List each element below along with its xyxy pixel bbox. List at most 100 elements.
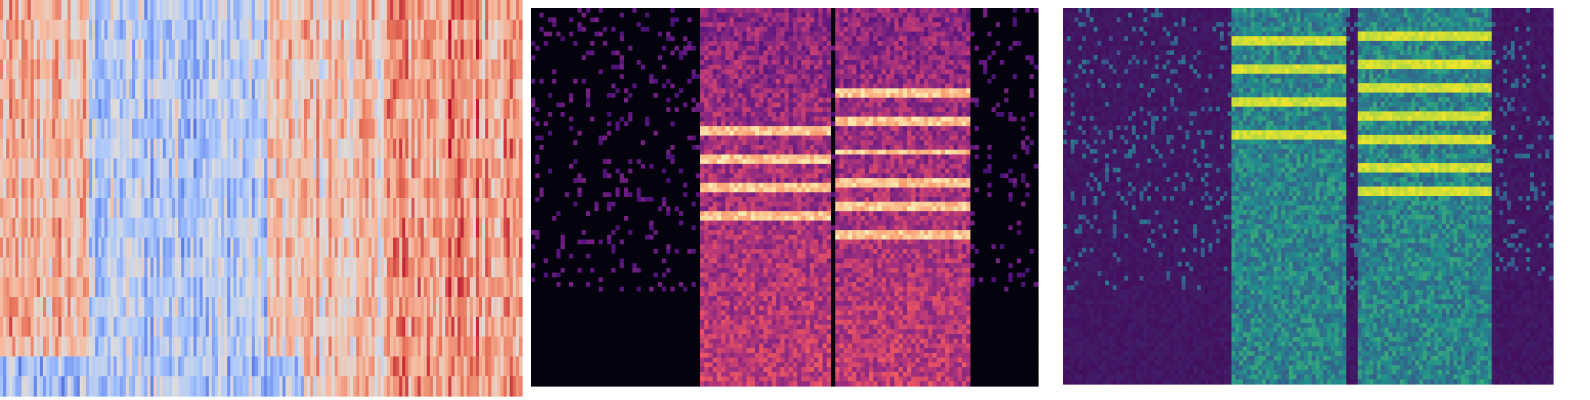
heatmap-cell [771, 45, 777, 52]
heatmap-cell [999, 31, 1005, 37]
heatmap-cell [303, 19, 308, 41]
heatmap-cell [377, 198, 382, 219]
heatmap-cell [162, 138, 167, 159]
heatmap-cell [1016, 17, 1022, 23]
heatmap-cell [515, 316, 520, 338]
heatmap-cell [12, 0, 16, 21]
heatmap-cell [426, 316, 431, 338]
heatmap-cell [236, 118, 241, 140]
heatmap-cell [661, 31, 667, 37]
heatmap-cell [898, 12, 904, 19]
heatmap-cell [809, 26, 815, 33]
heatmap-cell [6, 277, 10, 298]
heatmap-cell [377, 39, 382, 60]
heatmap-cell [408, 316, 413, 338]
heatmap-cell [494, 316, 499, 338]
heatmap-cell [518, 39, 523, 60]
heatmap-cell [362, 257, 366, 278]
heatmap-cell [615, 22, 621, 28]
heatmap-cell [9, 237, 13, 258]
heatmap-cell [535, 59, 541, 66]
heatmap-cell [101, 198, 105, 219]
heatmap-cell [746, 17, 752, 23]
heatmap-cell [396, 376, 400, 397]
heatmap-cell [331, 138, 336, 159]
heatmap-cell [356, 158, 360, 179]
heatmap-cell [0, 158, 4, 179]
heatmap-cell [294, 0, 299, 21]
heatmap-cell [460, 99, 465, 120]
heatmap-cell [822, 45, 828, 52]
heatmap-cell [239, 237, 244, 258]
heatmap-cell [227, 138, 231, 159]
heatmap-cell [328, 138, 333, 159]
heatmap-cell [128, 277, 133, 298]
heatmap-cell [291, 118, 296, 140]
heatmap-cell [898, 55, 904, 61]
heatmap-cell [116, 237, 121, 258]
heatmap-cell [704, 22, 710, 28]
heatmap-cell [251, 336, 256, 357]
heatmap-cell [754, 26, 760, 33]
heatmap-cell [472, 79, 477, 100]
heatmap-cell [334, 297, 339, 318]
heatmap-cell [619, 36, 625, 42]
heatmap-cell [0, 19, 4, 41]
heatmap-cell [974, 50, 980, 56]
heatmap-cell [248, 297, 253, 318]
heatmap-cell [482, 198, 486, 219]
heatmap-cell [356, 99, 360, 120]
heatmap-cell [343, 257, 348, 278]
heatmap-cell [408, 257, 413, 278]
heatmap-cell [49, 118, 53, 140]
heatmap-cell [236, 277, 241, 298]
heatmap-cell [936, 41, 942, 47]
heatmap-cell [436, 336, 440, 357]
heatmap-cell [1033, 50, 1039, 56]
heatmap-cell [122, 297, 127, 318]
heatmap-cell [759, 64, 764, 71]
heatmap-cell [585, 22, 591, 28]
heatmap-cell [52, 178, 56, 199]
heatmap-cell [95, 237, 99, 258]
heatmap-cell [657, 17, 663, 23]
heatmap-cell [436, 356, 440, 377]
heatmap-cell [661, 50, 667, 56]
heatmap-cell [439, 99, 443, 120]
heatmap-cell [847, 41, 853, 47]
heatmap-cell [76, 336, 81, 357]
heatmap-cell [233, 178, 238, 199]
heatmap-cell [33, 79, 38, 100]
heatmap-cell [279, 138, 284, 159]
heatmap-cell [46, 257, 50, 278]
heatmap-cell [135, 356, 139, 377]
heatmap-cell [396, 277, 400, 298]
heatmap-cell [623, 8, 629, 14]
heatmap-cell [245, 376, 250, 397]
heatmap-cell [187, 277, 191, 298]
heatmap-cell [426, 99, 431, 120]
heatmap-cell [432, 297, 437, 318]
heatmap-cell [809, 22, 815, 28]
heatmap-cell [830, 12, 836, 19]
heatmap-cell [245, 336, 250, 357]
heatmap-cell [991, 55, 997, 61]
heatmap-cell [39, 336, 44, 357]
heatmap-cell [282, 237, 287, 258]
heatmap-cell [881, 12, 887, 19]
heatmap-cell [573, 55, 579, 61]
heatmap-cell [539, 31, 545, 37]
heatmap-cell [159, 0, 164, 21]
heatmap-cell [110, 257, 115, 278]
heatmap-cell [101, 19, 105, 41]
heatmap-cell [245, 316, 250, 338]
heatmap-cell [506, 59, 511, 80]
heatmap-cell [733, 26, 739, 33]
heatmap-cell [826, 31, 832, 37]
heatmap-cell [716, 22, 722, 28]
heatmap-cell [218, 376, 222, 397]
heatmap-cell [282, 198, 287, 219]
heatmap-cell [70, 0, 75, 21]
heatmap-cell [479, 316, 483, 338]
heatmap-cell [365, 316, 370, 338]
